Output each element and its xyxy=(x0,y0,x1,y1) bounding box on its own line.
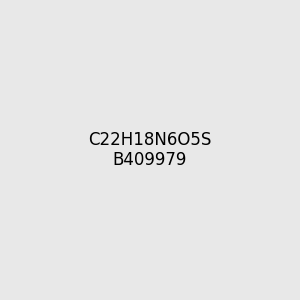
Text: C22H18N6O5S
B409979: C22H18N6O5S B409979 xyxy=(88,130,212,170)
